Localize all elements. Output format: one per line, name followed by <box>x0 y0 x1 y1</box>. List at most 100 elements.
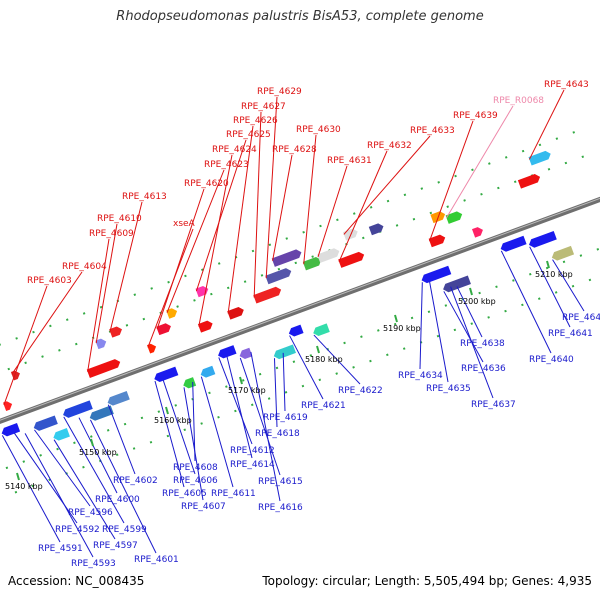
tick-mark-2 <box>165 406 169 415</box>
reverse-gene-25 <box>1 423 21 437</box>
forward-gene-10 <box>227 306 244 320</box>
backbone-highlight <box>0 197 600 421</box>
gene-label-RPE_4604[interactable]: RPE_4604 <box>62 262 107 272</box>
tick-mark-6 <box>469 287 473 296</box>
tick-label-0: 5140 kbp <box>5 482 43 491</box>
leader-RPE_4597 <box>53 439 116 540</box>
gene-label-RPE_4608[interactable]: RPE_4608 <box>173 463 218 473</box>
guide-track-1 <box>5 247 600 470</box>
forward-gene-11 <box>253 286 282 304</box>
leader-RPE_4591 <box>1 435 61 543</box>
leader-RPE_4605 <box>154 380 185 488</box>
reverse-gene-41 <box>500 235 527 252</box>
reverse-gene-42 <box>528 230 557 248</box>
gene-label-RPE_4628[interactable]: RPE_4628 <box>272 145 317 155</box>
accession-text: Accession: NC_008435 <box>8 574 145 588</box>
gene-label-RPE_4638[interactable]: RPE_4638 <box>460 339 505 349</box>
gene-label-RPE_4612[interactable]: RPE_4612 <box>230 446 275 456</box>
gene-label-RPE_4618[interactable]: RPE_4618 <box>255 429 300 439</box>
gene-label-RPE_4593[interactable]: RPE_4593 <box>71 559 116 569</box>
leader-RPE_4643 <box>528 89 565 160</box>
backbone-line <box>0 196 600 424</box>
gene-label-RPE_4627[interactable]: RPE_4627 <box>241 102 286 112</box>
gene-label-RPE_4592[interactable]: RPE_4592 <box>55 525 100 535</box>
gene-label-RPE_4600[interactable]: RPE_4600 <box>95 495 140 505</box>
leader-RPE_4615 <box>239 357 281 476</box>
gene-label-RPE_4643[interactable]: RPE_4643 <box>544 80 589 90</box>
forward-gene-23 <box>517 173 541 189</box>
gene-label-RPE_4597[interactable]: RPE_4597 <box>93 541 138 551</box>
gene-label-RPE_4614[interactable]: RPE_4614 <box>230 460 275 470</box>
leader-RPE_4612 <box>218 357 253 445</box>
gene-label-RPE_4621[interactable]: RPE_4621 <box>301 401 346 411</box>
forward-gene-21 <box>445 211 463 224</box>
gene-label-RPE_4601[interactable]: RPE_4601 <box>134 555 179 565</box>
gene-label-RPE_4602[interactable]: RPE_4602 <box>113 476 158 486</box>
gene-label-xseA[interactable]: xseA <box>173 219 196 229</box>
reverse-gene-38 <box>313 323 330 337</box>
leader-RPE_R0068 <box>446 105 514 219</box>
leader-RPE_4642 <box>552 259 585 312</box>
forward-gene-18 <box>368 223 384 236</box>
forward-gene-12 <box>265 268 292 285</box>
leader-RPE_4607 <box>183 387 204 501</box>
leader-RPE_4603 <box>3 285 48 406</box>
gene-label-RPE_4633[interactable]: RPE_4633 <box>410 126 455 136</box>
gene-label-RPE_4635[interactable]: RPE_4635 <box>426 384 471 394</box>
gene-label-RPE_4615[interactable]: RPE_4615 <box>258 477 303 487</box>
reverse-gene-40 <box>443 275 471 293</box>
leader-RPE_4639 <box>429 120 474 242</box>
gene-label-RPE_4641[interactable]: RPE_4641 <box>548 329 593 339</box>
gene-label-RPE_4623[interactable]: RPE_4623 <box>204 160 249 170</box>
leader-RPE_4596 <box>34 429 91 507</box>
gene-label-RPE_4639[interactable]: RPE_4639 <box>453 111 498 121</box>
gene-label-RPE_4605[interactable]: RPE_4605 <box>162 489 207 499</box>
forward-gene-3 <box>95 338 107 350</box>
gene-label-RPE_4599[interactable]: RPE_4599 <box>102 525 147 535</box>
tick-label-2: 5160 kbp <box>154 416 192 425</box>
map-title: Rhodopseudomonas palustris BisA53, compl… <box>116 9 484 24</box>
leader-RPE_4624 <box>198 154 233 327</box>
leader-RPE_4629 <box>265 96 278 279</box>
gene-label-RPE_4596[interactable]: RPE_4596 <box>68 508 113 518</box>
gene-label-RPE_4603[interactable]: RPE_4603 <box>27 276 72 286</box>
gene-label-RPE_4620[interactable]: RPE_4620 <box>184 179 229 189</box>
leader-RPE_4602 <box>107 404 136 475</box>
gene-label-RPE_4606[interactable]: RPE_4606 <box>173 476 218 486</box>
reverse-gene-27 <box>53 428 70 441</box>
tick-mark-0 <box>16 472 20 481</box>
gene-label-RPE_4640[interactable]: RPE_4640 <box>529 355 574 365</box>
leader-RPE_4611 <box>200 376 234 488</box>
leader-RPE_4623 <box>166 169 225 313</box>
gene-label-RPE_4629[interactable]: RPE_4629 <box>257 87 302 97</box>
reverse-gene-31 <box>154 366 179 383</box>
gene-label-RPE_4626[interactable]: RPE_4626 <box>233 116 278 126</box>
gene-label-RPE_4631[interactable]: RPE_4631 <box>327 156 372 166</box>
gene-label-RPE_4637[interactable]: RPE_4637 <box>471 400 516 410</box>
gene-label-RPE_4636[interactable]: RPE_4636 <box>461 364 506 374</box>
gene-label-RPE_4609[interactable]: RPE_4609 <box>89 229 134 239</box>
leader-RPE_4627 <box>253 111 262 298</box>
gene-label-RPE_4619[interactable]: RPE_4619 <box>263 413 308 423</box>
leader-RPE_4606 <box>162 379 196 475</box>
gene-label-RPE_4613[interactable]: RPE_4613 <box>122 192 167 202</box>
forward-gene-5 <box>147 343 157 354</box>
leader-RPE_4630 <box>303 134 317 265</box>
forward-gene-2 <box>86 359 121 378</box>
gene-label-RPE_4634[interactable]: RPE_4634 <box>398 371 443 381</box>
backbone-layer <box>0 126 600 494</box>
gene-label-RPE_4624[interactable]: RPE_4624 <box>212 145 257 155</box>
gene-label-RPE_4630[interactable]: RPE_4630 <box>296 125 341 135</box>
leader-RPE_4614 <box>226 356 253 459</box>
gene-label-RPE_4632[interactable]: RPE_4632 <box>367 141 412 151</box>
gene-label-RPE_4610[interactable]: RPE_4610 <box>97 214 142 224</box>
gene-label-RPE_4622[interactable]: RPE_4622 <box>338 386 383 396</box>
gene-label-RPE_4642[interactable]: RPE_4642 <box>562 313 600 323</box>
gene-label-RPE_4607[interactable]: RPE_4607 <box>181 502 226 512</box>
gene-label-RPE_4625[interactable]: RPE_4625 <box>226 130 271 140</box>
gene-label-RPE_4616[interactable]: RPE_4616 <box>258 503 303 513</box>
gene-label-RPE_4591[interactable]: RPE_4591 <box>38 544 83 554</box>
gene-label-RPE_R0068[interactable]: RPE_R0068 <box>493 96 544 106</box>
tick-label-4: 5180 kbp <box>305 355 343 364</box>
gene-label-RPE_4611[interactable]: RPE_4611 <box>211 489 256 499</box>
